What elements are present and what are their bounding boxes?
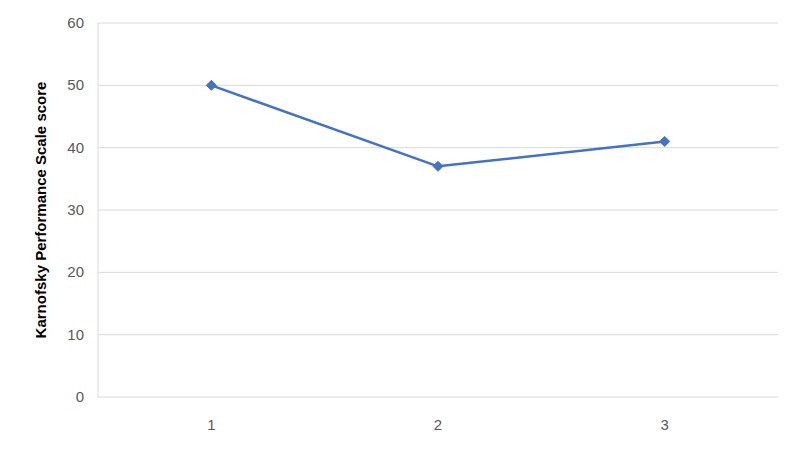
grid-line [98, 272, 778, 273]
y-tick-label: 50 [67, 76, 84, 93]
plot-area [206, 80, 669, 171]
grid-line [98, 147, 778, 148]
grid-line [98, 397, 778, 398]
y-tick-label: 30 [67, 201, 84, 218]
data-point [433, 161, 443, 171]
y-tick-label: 10 [67, 326, 84, 343]
grid-line [98, 210, 778, 211]
data-line [211, 85, 664, 166]
y-tick-label: 40 [67, 139, 84, 156]
x-tick-label: 2 [434, 416, 442, 433]
y-tick-label: 20 [67, 263, 84, 280]
y-tick-label: 60 [67, 14, 84, 31]
grid-line [98, 23, 778, 24]
chart: 0 10 20 30 40 50 60 1 2 3 Karnofsky Performance Sc… [0, 0, 800, 450]
y-tick-label: 0 [76, 388, 84, 405]
data-point [206, 80, 216, 90]
x-tick-label: 3 [660, 416, 668, 433]
y-axis-line [98, 23, 99, 397]
grid-line [98, 334, 778, 335]
x-tick-label: 1 [207, 416, 215, 433]
y-axis-label: Karnofsky Performance Scale score [32, 82, 49, 339]
grid-line [98, 85, 778, 86]
data-point [660, 136, 670, 146]
